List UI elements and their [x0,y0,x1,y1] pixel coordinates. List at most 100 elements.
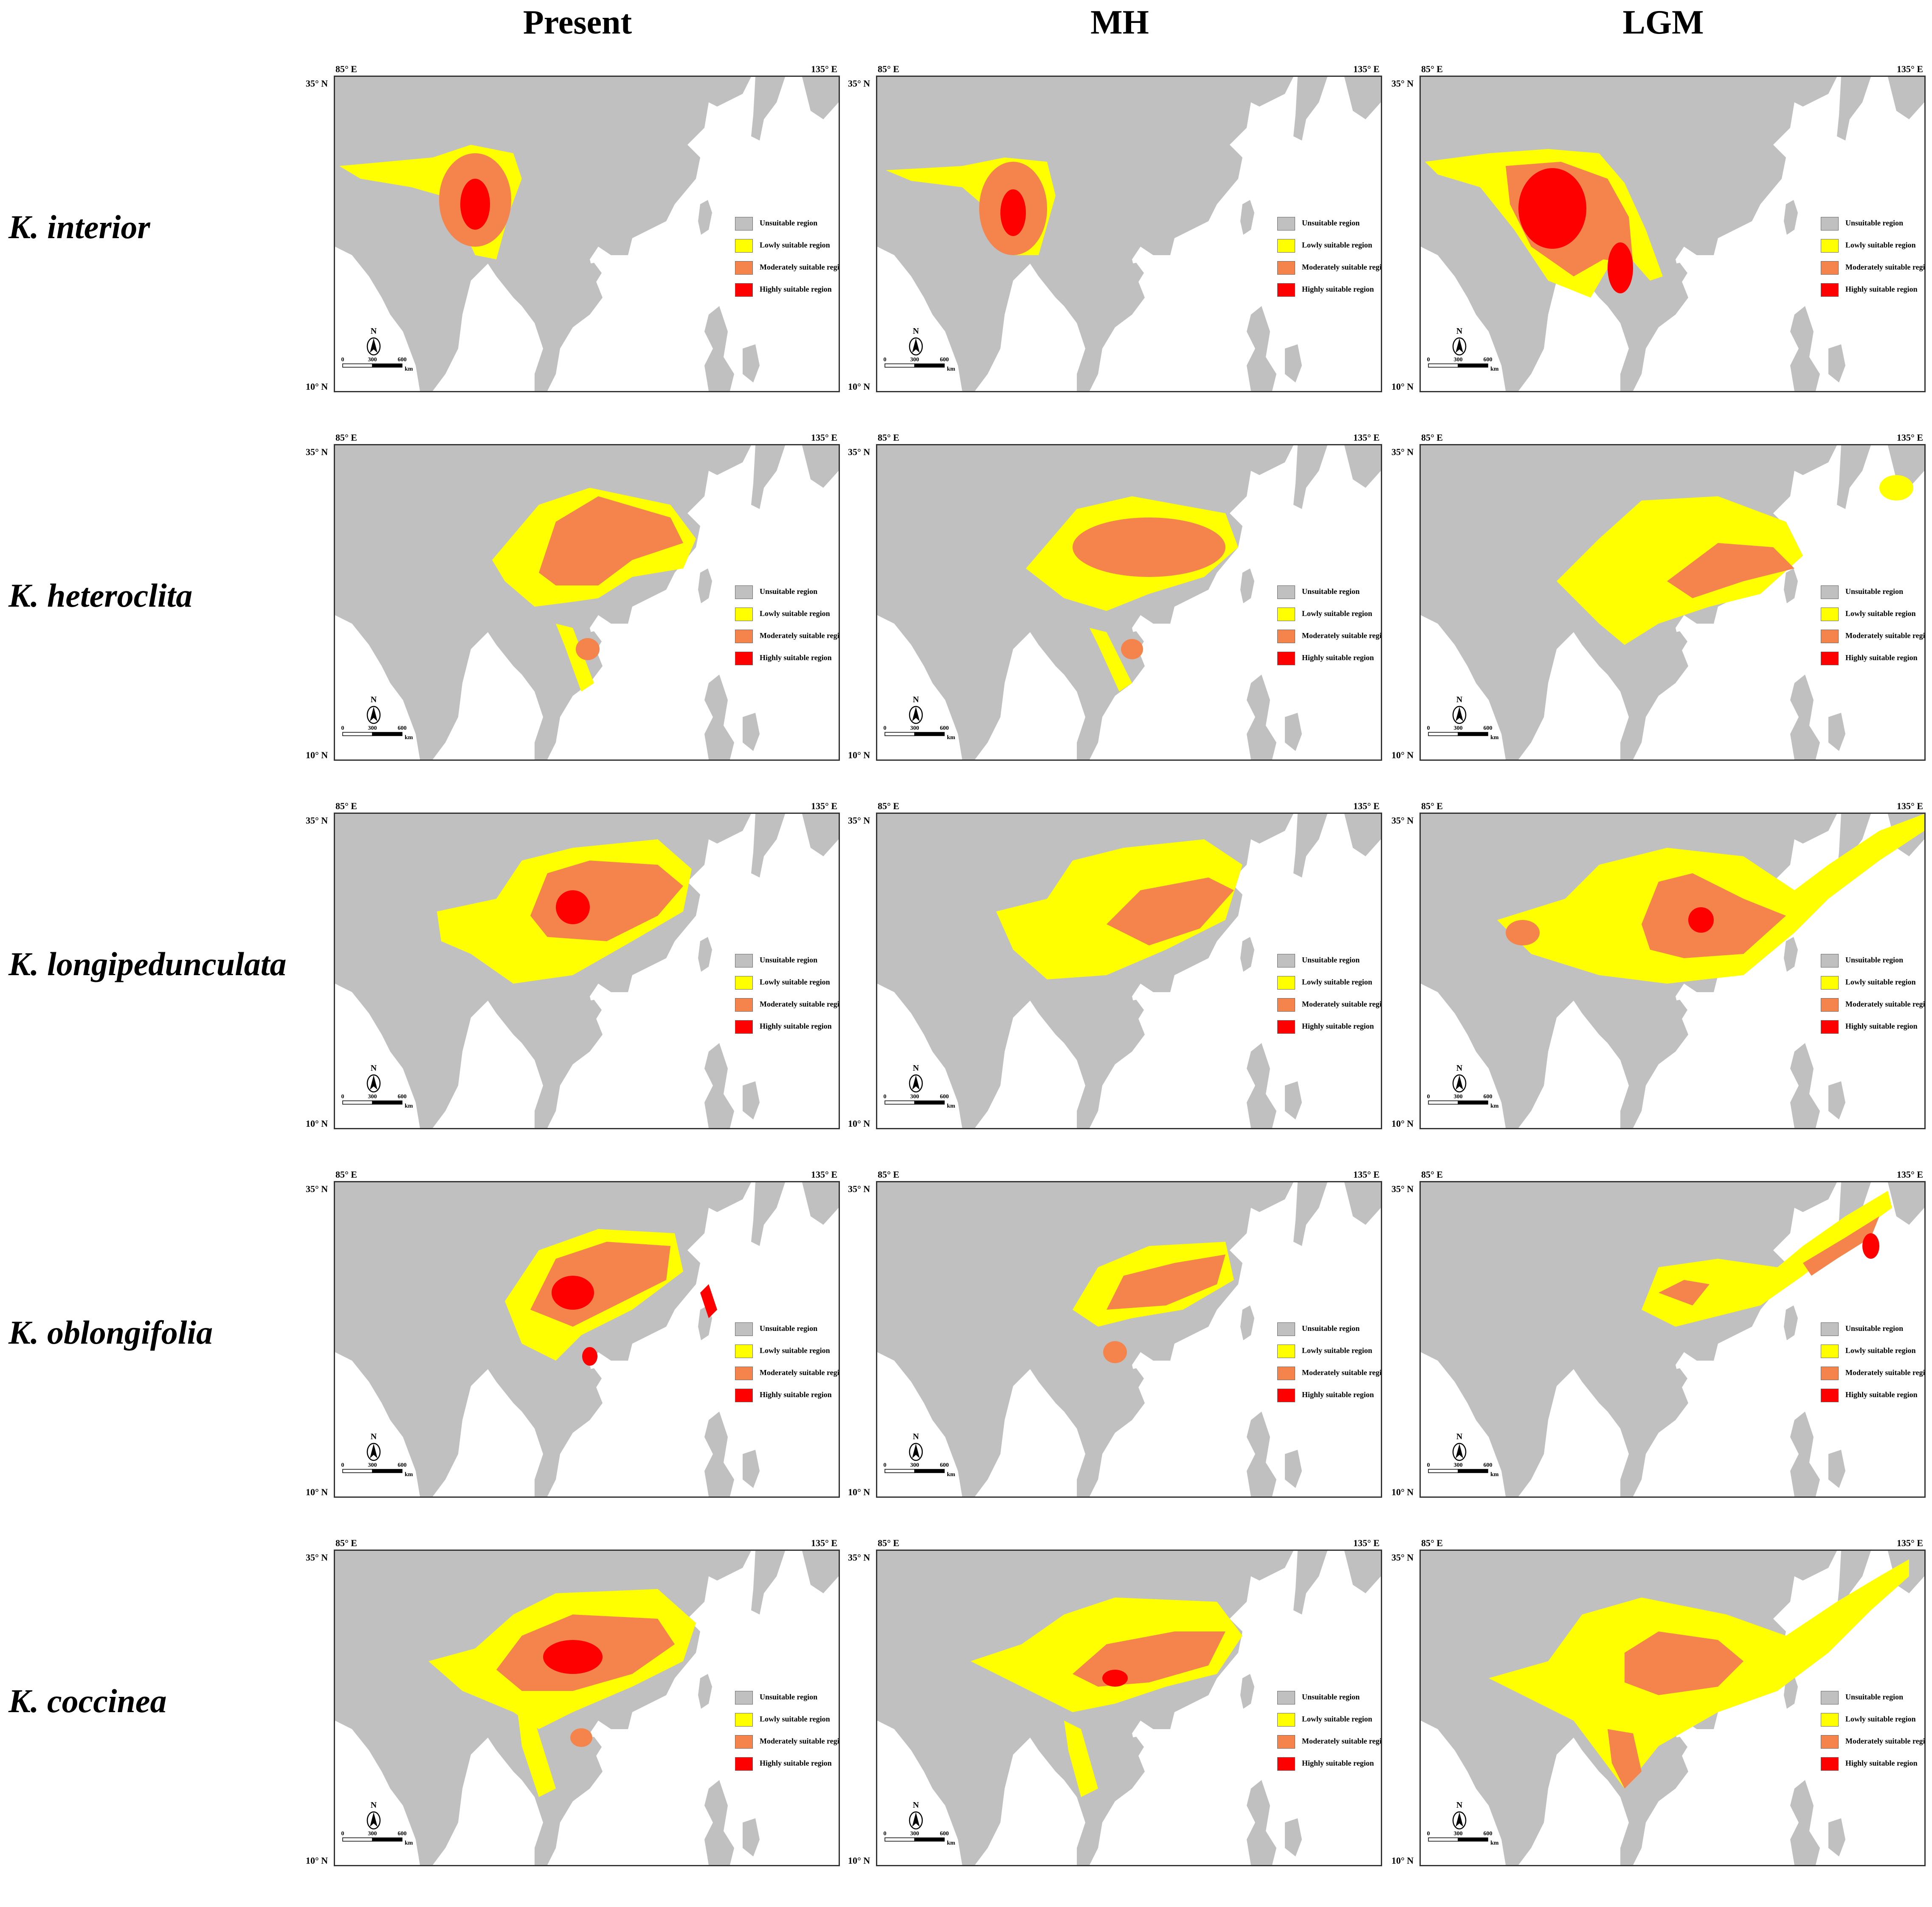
latitude-label-bottom: 10° N [848,1487,870,1497]
legend-swatch [1277,1389,1295,1402]
legend-label: Lowly suitable region [1845,609,1916,618]
land-area [1828,1818,1845,1856]
svg-text:300: 300 [1454,1831,1463,1837]
highly-suitable-area [552,1276,594,1310]
legend-label: Moderately suitable region [1845,1737,1926,1745]
longitude-label-right: 135° E [811,801,837,811]
suitability-map [1421,445,1924,759]
svg-text:600: 600 [940,357,949,363]
legend-swatch [1277,976,1295,990]
land-area [1240,568,1254,603]
svg-text:0: 0 [884,1094,887,1100]
land-area [743,1450,760,1488]
svg-text:300: 300 [1454,725,1463,731]
legend-label: Highly suitable region [760,1759,832,1767]
map-panel: 85° E 135° E 35° N 10° N Unsuitable region Lo… [848,1538,1394,1907]
north-arrow-icon: N [1450,1800,1468,1833]
moderately-suitable-area [1608,1729,1642,1789]
latitude-label-top: 35° N [306,447,328,457]
land-area [1421,1182,1924,1496]
highly-suitable-area [543,1640,603,1674]
scale-bar: 0 300 600 km [1426,1462,1511,1479]
legend-swatch [735,239,753,253]
map-panel: 85° E 135° E 35° N 10° N Unsuitable region Lo… [306,801,852,1170]
map-panel: 85° E 135° E 35° N 10° N Unsuitable region Lo… [1391,1538,1932,1907]
longitude-label-right: 135° E [811,64,837,74]
land-area [1828,1081,1845,1119]
legend-swatch [735,1020,753,1034]
land-area [1118,1737,1144,1758]
land-area [1837,445,1871,509]
legend-label: Highly suitable region [1845,285,1918,293]
land-area [1837,77,1871,141]
highly-suitable-area [1102,1670,1128,1687]
legend-label: Highly suitable region [1845,1390,1918,1399]
land-area [1828,713,1845,751]
legend-swatch [735,1344,753,1358]
suitability-map [877,814,1381,1128]
svg-text:600: 600 [940,1831,949,1837]
map-panel: 85° E 135° E 35° N 10° N Unsuitable region Lo… [848,801,1394,1170]
map-frame: Unsuitable region Lowly suitable region Mo… [1419,1181,1926,1498]
highly-suitable-area [460,179,490,230]
svg-text:0: 0 [884,357,887,363]
legend-label: Moderately suitable region [1302,263,1382,271]
legend-label: Highly suitable region [760,1390,832,1399]
svg-text:0: 0 [884,725,887,731]
longitude-label-right: 135° E [1353,1169,1380,1180]
svg-text:km: km [947,1840,955,1846]
land-area [1662,263,1687,284]
map-panel: 85° E 135° E 35° N 10° N Unsuitable region Lo… [1391,1169,1932,1539]
scale-bar: 0 300 600 km [340,1093,425,1110]
map-panel: 85° E 135° E 35° N 10° N Unsuitable region Lo… [848,432,1394,802]
svg-text:0: 0 [1427,725,1430,731]
legend-label: Moderately suitable region [760,631,840,640]
legend-swatch [1821,1713,1839,1727]
north-arrow-icon: N [907,1432,925,1465]
svg-text:km: km [1490,1103,1499,1109]
latitude-label-bottom: 10° N [848,1855,870,1866]
land-area [1790,675,1820,759]
north-arrow-icon: N [907,695,925,728]
north-arrow-icon: N [365,1432,383,1465]
longitude-label-left: 85° E [878,1538,899,1548]
svg-text:600: 600 [398,725,407,731]
legend-swatch [1277,630,1295,643]
legend-label: Unsuitable region [760,1324,818,1333]
legend-label: Highly suitable region [760,285,832,293]
north-label: N [370,1432,377,1441]
legend-swatch [1277,652,1295,665]
land-area [704,1780,734,1865]
latitude-label-bottom: 10° N [1391,750,1414,760]
scale-bar: 0 300 600 km [340,356,425,373]
latitude-label-bottom: 10° N [1391,1487,1414,1497]
legend-label: Unsuitable region [1845,219,1904,227]
legend-label: Moderately suitable region [1302,1737,1382,1745]
longitude-label-right: 135° E [1897,801,1923,811]
species-label: K. heteroclita [8,577,193,614]
land-area [877,1551,1381,1865]
legend-swatch [1277,283,1295,297]
north-arrow-icon: N [365,326,383,359]
land-area [704,675,734,759]
svg-text:0: 0 [341,1462,344,1468]
legend-swatch [735,585,753,599]
legend-swatch [735,608,753,621]
svg-text:0: 0 [341,725,344,731]
land-area [576,263,602,284]
svg-text:km: km [947,366,955,372]
map-panel: 85° E 135° E 35° N 10° N Unsuitable region Lo… [1391,64,1932,433]
legend-swatch [1821,239,1839,253]
legend-swatch [1277,239,1295,253]
svg-text:km: km [405,1103,413,1109]
longitude-label-right: 135° E [1353,1538,1380,1548]
legend-swatch [1821,261,1839,275]
legend-swatch [735,976,753,990]
longitude-label-left: 85° E [335,1169,357,1180]
lowly-suitable-area [1879,475,1913,501]
north-arrow-icon: N [907,326,925,359]
svg-text:km: km [405,1840,413,1846]
north-label: N [370,1800,377,1810]
longitude-label-left: 85° E [1421,1169,1443,1180]
land-area [1247,1780,1276,1865]
